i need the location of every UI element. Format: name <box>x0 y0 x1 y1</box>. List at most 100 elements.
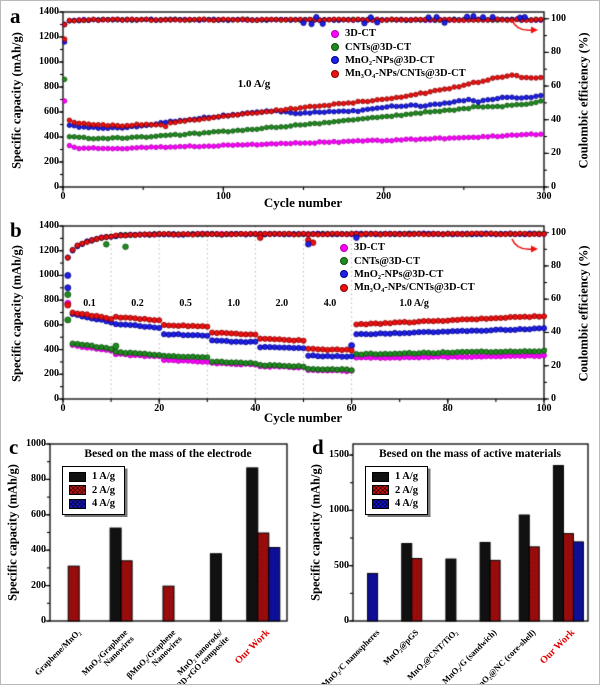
y-tick-label: 400 <box>31 544 46 556</box>
legend-swatch-icon <box>69 498 86 509</box>
x-tick-label: 0 <box>60 403 66 414</box>
legend-marker-icon <box>340 283 348 292</box>
panel-c-title: Besed on the mass of the electrode <box>84 448 252 460</box>
y-tick-label: 1400 <box>39 220 59 231</box>
x-tick-label: 60 <box>346 403 357 414</box>
right-tick-label: 80 <box>551 259 561 271</box>
y-tick-label: 500 <box>334 559 349 571</box>
right-tick-label: 0 <box>551 393 556 404</box>
y-tick-label: 200 <box>44 156 59 167</box>
legend-swatch-icon <box>372 485 389 496</box>
rate-label: 1.0 <box>227 298 241 309</box>
panel-b-legend: 3D-CT CNTs@3D-CT MnO₂-NPs@3D-CT Mn₃O₄-NPs/C… <box>340 241 475 295</box>
y-tick-label: 200 <box>44 368 59 380</box>
rate-label: 4.0 <box>323 298 337 309</box>
legend-swatch-icon <box>69 485 86 496</box>
y-tick-label: 600 <box>44 318 59 330</box>
panel-a-xlabel: Cycle number <box>263 195 343 210</box>
legend-label: 3D-CT <box>345 28 376 40</box>
legend-item: CNTs@3D-CT <box>340 254 475 267</box>
y-tick-label: 1000 <box>26 438 46 449</box>
x-tick-label: 80 <box>442 403 453 414</box>
legend-label: MnO₂-NPs@3D-CT <box>354 268 444 280</box>
panel-c-letter: c <box>9 435 19 459</box>
y-tick-label: 200 <box>31 579 46 591</box>
legend-marker-icon <box>331 69 339 78</box>
legend-label: Mn₃O₄-NPs/CNTs@3D-CT <box>354 282 475 294</box>
panel-a-rate-annotation: 1.0 A/g <box>237 78 271 90</box>
legend-item: 3D-CT <box>331 27 466 40</box>
y-tick-label: 1000 <box>39 56 59 67</box>
panel-d-title: Besed on the mass of active materials <box>378 448 562 460</box>
legend-item: MnO₂-NPs@3D-CT <box>331 54 466 67</box>
right-tick-label: 20 <box>551 147 561 159</box>
y-tick-label: 1200 <box>39 244 59 256</box>
legend-swatch-icon <box>372 471 389 482</box>
rate-label: 0.1 <box>83 298 96 309</box>
legend-marker-icon <box>331 43 339 52</box>
right-tick-label: 40 <box>551 326 561 338</box>
legend-marker-icon <box>331 29 339 38</box>
y-tick-label: 400 <box>44 343 59 355</box>
legend-item: Mn₃O₄-NPs/CNTs@3D-CT <box>331 67 466 80</box>
right-tick-label: 60 <box>551 293 561 305</box>
legend-swatch-icon <box>372 498 389 509</box>
y-tick-label: 600 <box>44 106 59 117</box>
legend-item: 2 A/g <box>372 484 418 498</box>
legend-label: 1 A/g <box>395 471 419 483</box>
y-tick-label: 800 <box>44 294 59 306</box>
y-tick-label: 800 <box>44 81 59 92</box>
y-tick-label: 0 <box>41 615 46 626</box>
legend-item: 1 A/g <box>372 470 418 484</box>
right-tick-label: 0 <box>551 181 556 192</box>
y-tick-label: 800 <box>31 473 46 485</box>
y-tick-label: 600 <box>31 508 46 520</box>
y-tick-label: 1200 <box>39 31 59 42</box>
legend-item: 4 A/g <box>372 497 418 511</box>
rate-label: 2.0 <box>275 298 289 309</box>
panel-d-letter: d <box>312 435 324 459</box>
x-tick-label: 100 <box>536 403 552 414</box>
legend-marker-icon <box>340 257 348 266</box>
x-tick-label: 40 <box>250 403 261 414</box>
x-tick-label: 0 <box>60 191 66 202</box>
panel-b-ylabel-right: Coulombic efficiency (%) <box>576 245 591 382</box>
legend-label: 1 A/g <box>92 471 116 483</box>
rate-label: 1.0 A/g <box>399 298 429 309</box>
x-tick-label: 300 <box>536 191 552 202</box>
legend-marker-icon <box>340 270 348 279</box>
y-tick-label: 1000 <box>39 269 59 281</box>
legend-item: 4 A/g <box>69 497 115 511</box>
right-tick-label: 40 <box>551 113 561 125</box>
right-tick-label: 100 <box>551 12 566 24</box>
legend-item: 1 A/g <box>69 470 115 484</box>
legend-label: 2 A/g <box>92 484 116 496</box>
legend-marker-icon <box>331 56 339 65</box>
x-tick-label: 200 <box>376 191 392 202</box>
y-tick-label: 0 <box>54 181 59 192</box>
legend-item: 3D-CT <box>340 241 475 254</box>
panel-d-legend: 1 A/g 2 A/g 4 A/g <box>365 466 429 515</box>
y-tick-label: 1500 <box>329 449 349 461</box>
rate-label: 0.5 <box>179 298 192 309</box>
right-tick-label: 60 <box>551 80 561 92</box>
panel-a-legend: 3D-CT CNTs@3D-CT MnO₂-NPs@3D-CT Mn₃O₄-NPs/C… <box>331 27 466 81</box>
y-tick-label: 0 <box>54 393 59 404</box>
legend-label: Mn₃O₄-NPs/CNTs@3D-CT <box>345 68 466 80</box>
legend-item: CNTs@3D-CT <box>331 40 466 53</box>
rate-label: 0.2 <box>131 298 144 309</box>
panel-a-ylabel-right: Coulombic efficiency (%) <box>576 32 591 169</box>
panel-b-letter: b <box>10 218 22 242</box>
legend-item: MnO₂-NPs@3D-CT <box>340 268 475 281</box>
legend-marker-icon <box>340 243 348 252</box>
y-tick-label: 400 <box>44 131 59 142</box>
legend-label: MnO₂-NPs@3D-CT <box>345 54 435 66</box>
y-tick-label: 1400 <box>39 6 59 17</box>
right-tick-label: 100 <box>551 226 566 238</box>
legend-label: 2 A/g <box>395 484 419 496</box>
x-tick-label: 100 <box>215 191 231 202</box>
panel-c-ylabel: Specific capacity (mAh/g) <box>5 464 20 601</box>
legend-label: 3D-CT <box>354 242 385 254</box>
